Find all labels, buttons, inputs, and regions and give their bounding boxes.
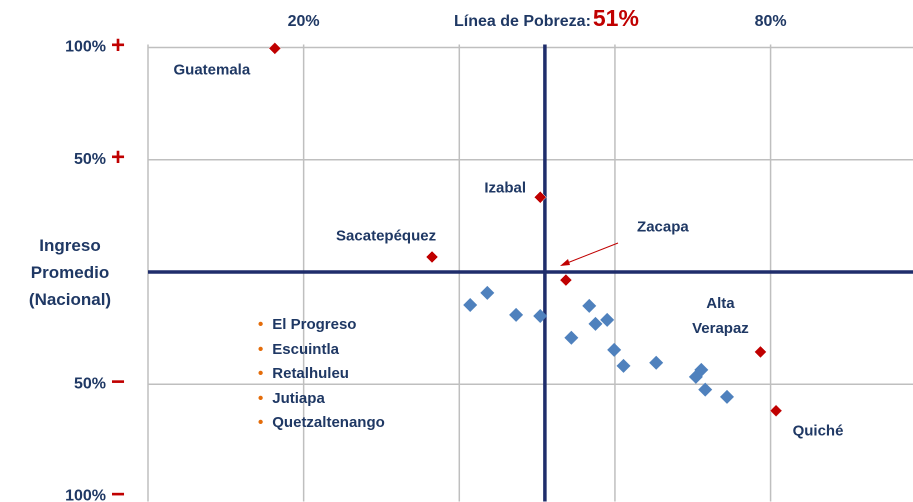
data-point xyxy=(509,307,524,322)
poverty-label: Línea de Pobreza: xyxy=(454,13,591,30)
list-item: Escuintla xyxy=(258,338,385,363)
list-item: El Progreso xyxy=(258,313,385,338)
y-axis-label: Ingreso Promedio (Nacional) xyxy=(28,236,112,309)
list-item: Retalhuleu xyxy=(258,362,385,387)
data-point xyxy=(425,250,439,264)
data-point xyxy=(698,382,713,397)
data-point xyxy=(769,404,783,418)
data-point xyxy=(533,190,547,204)
data-point xyxy=(463,298,478,313)
data-point xyxy=(559,273,573,287)
point-label: Izabal xyxy=(484,179,527,197)
data-point xyxy=(616,358,631,373)
data-point xyxy=(268,42,282,55)
data-point xyxy=(607,342,622,357)
y-tick-label: 100% xyxy=(65,39,106,56)
list-item: Jutiapa xyxy=(258,387,385,412)
data-point xyxy=(588,316,603,331)
pointer-arrow-head xyxy=(560,259,570,266)
data-point xyxy=(649,355,664,370)
department-list: El ProgresoEscuintlaRetalhuleuJutiapaQue… xyxy=(258,313,385,436)
point-label: Sacatepéquez xyxy=(336,227,437,245)
list-item: Quetzaltenango xyxy=(258,411,385,436)
y-tick-label: 50% xyxy=(74,375,106,392)
y-tick-label: 100% xyxy=(65,488,106,502)
point-label: Zacapa xyxy=(637,218,689,236)
data-point xyxy=(582,298,597,313)
y-tick-label: 50% xyxy=(74,151,106,168)
data-point xyxy=(694,362,709,377)
point-label: Quiché xyxy=(792,422,844,440)
y-tick-sign: + xyxy=(111,144,125,171)
poverty-value: 51% xyxy=(593,5,639,31)
pointer-arrow xyxy=(561,242,619,266)
data-point xyxy=(754,345,767,359)
x-tick-label: 80% xyxy=(755,13,787,30)
y-tick-sign: + xyxy=(111,32,125,59)
data-point xyxy=(564,330,579,345)
data-point xyxy=(600,312,615,327)
data-point xyxy=(720,389,735,404)
point-label: Guatemala xyxy=(173,61,251,79)
y-tick-sign: − xyxy=(111,481,125,502)
data-point xyxy=(533,309,548,324)
point-label: Alta Verapaz xyxy=(692,294,749,337)
data-point xyxy=(480,285,495,300)
x-tick-label: 20% xyxy=(288,13,320,30)
y-tick-sign: − xyxy=(111,369,125,396)
